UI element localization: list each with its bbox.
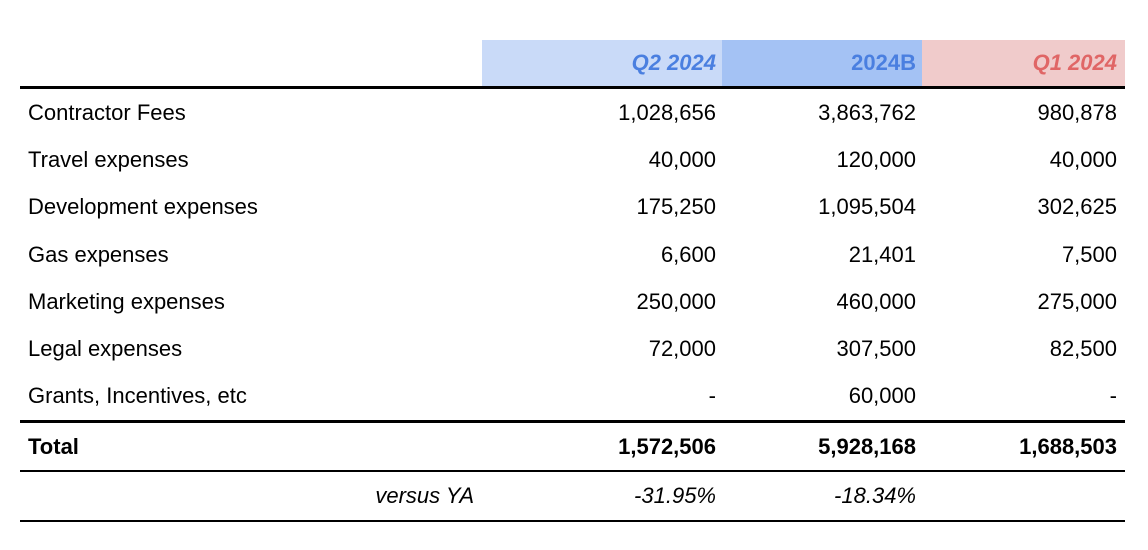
versus-label[interactable]: versus YA <box>375 483 474 509</box>
cell-q2[interactable]: 175,250 <box>636 194 716 220</box>
total-q1[interactable]: 1,688,503 <box>1019 433 1117 459</box>
cell-q1[interactable]: - <box>1109 383 1117 409</box>
row-label[interactable]: Contractor Fees <box>28 99 186 125</box>
versus-row: versus YA -31.95% -18.34% <box>20 472 1125 519</box>
cell-budget[interactable]: 1,095,504 <box>818 194 916 220</box>
bottom-divider <box>20 519 1125 522</box>
cell-budget[interactable]: 3,863,762 <box>818 99 916 125</box>
table-row: Gas expenses 6,600 21,401 7,500 <box>20 231 1125 278</box>
cell-q1[interactable]: 7,500 <box>1061 241 1117 267</box>
versus-budget[interactable]: -18.34% <box>834 483 916 509</box>
cell-q2[interactable]: 250,000 <box>636 288 716 314</box>
cell-q2[interactable]: 6,600 <box>660 241 716 267</box>
header-blank <box>20 40 482 86</box>
cell-q1[interactable]: 82,500 <box>1049 336 1117 362</box>
cell-q2[interactable]: 1,028,656 <box>618 99 716 125</box>
header-divider <box>20 86 1125 89</box>
cell-q1[interactable]: 302,625 <box>1037 194 1117 220</box>
cell-q2[interactable]: - <box>708 383 716 409</box>
row-label[interactable]: Marketing expenses <box>28 288 225 314</box>
total-q2[interactable]: 1,572,506 <box>618 433 716 459</box>
total-row: Total 1,572,506 5,928,168 1,688,503 <box>20 423 1125 470</box>
total-label[interactable]: Total <box>28 433 79 459</box>
cell-budget[interactable]: 21,401 <box>848 241 916 267</box>
row-label[interactable]: Legal expenses <box>28 336 183 362</box>
total-budget[interactable]: 5,928,168 <box>818 433 916 459</box>
table-row: Grants, Incentives, etc - 60,000 - <box>20 373 1125 420</box>
row-label[interactable]: Travel expenses <box>28 146 189 172</box>
total-divider <box>20 420 1125 424</box>
table-row: Contractor Fees 1,028,656 3,863,762 980,878 <box>20 89 1125 136</box>
cell-budget[interactable]: 60,000 <box>848 383 916 409</box>
header-q1-2024[interactable]: Q1 2024 <box>922 40 1125 86</box>
cell-q1[interactable]: 275,000 <box>1037 288 1117 314</box>
versus-divider <box>20 470 1125 473</box>
table-row: Marketing expenses 250,000 460,000 275,000 <box>20 278 1125 325</box>
header-row: Q2 2024 2024B Q1 2024 <box>20 40 1125 86</box>
cell-q2[interactable]: 72,000 <box>648 336 716 362</box>
row-label[interactable]: Gas expenses <box>28 241 169 267</box>
expense-table: Q2 2024 2024B Q1 2024 Contractor Fees 1,0… <box>20 40 1125 522</box>
row-label[interactable]: Development expenses <box>28 194 258 220</box>
cell-budget[interactable]: 307,500 <box>836 336 916 362</box>
cell-q2[interactable]: 40,000 <box>648 146 716 172</box>
cell-budget[interactable]: 460,000 <box>836 288 916 314</box>
table-row: Legal expenses 72,000 307,500 82,500 <box>20 325 1125 372</box>
cell-q1[interactable]: 980,878 <box>1037 99 1117 125</box>
cell-budget[interactable]: 120,000 <box>836 146 916 172</box>
table-row: Development expenses 175,250 1,095,504 302,… <box>20 184 1125 231</box>
row-label[interactable]: Grants, Incentives, etc <box>28 383 247 409</box>
versus-q2[interactable]: -31.95% <box>634 483 716 509</box>
cell-q1[interactable]: 40,000 <box>1049 146 1117 172</box>
header-2024b[interactable]: 2024B <box>722 40 922 86</box>
header-q2-2024[interactable]: Q2 2024 <box>482 40 722 86</box>
table-row: Travel expenses 40,000 120,000 40,000 <box>20 136 1125 183</box>
